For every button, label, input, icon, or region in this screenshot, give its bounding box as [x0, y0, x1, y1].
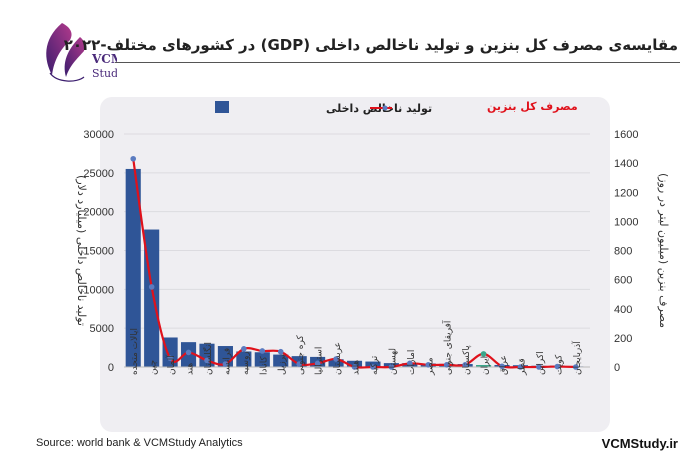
- bar: [328, 359, 344, 367]
- x-tick-label: کانادا: [259, 356, 269, 375]
- line-point: [296, 361, 302, 367]
- page-title: مقایسه‌ی مصرف کل بنزین و تولید ناخالص دا…: [63, 36, 678, 54]
- line-point: [554, 363, 561, 370]
- y-left-tick-label: 25000: [83, 168, 114, 180]
- y-right-tick-label: 1000: [614, 216, 638, 228]
- x-tick-label: آذربایجان: [571, 341, 583, 375]
- x-tick-label: امارات: [407, 350, 417, 375]
- line-point: [370, 364, 376, 370]
- bar: [236, 351, 252, 367]
- line-point: [185, 349, 192, 356]
- line-point: [388, 364, 395, 370]
- bar: [346, 360, 363, 367]
- line-point: [517, 364, 524, 370]
- x-tick-label: ایران: [481, 356, 491, 375]
- series-line-gasoline: [132, 158, 576, 369]
- x-tick-label: برزیل: [278, 354, 288, 375]
- x-tick-label: آفریقای جنوبی: [442, 320, 454, 375]
- line-point: [407, 360, 413, 367]
- site-url[interactable]: VCMStudy.ir: [601, 436, 678, 451]
- line-point: [130, 155, 137, 162]
- line-point: [480, 351, 487, 357]
- x-tick-label: آلمان: [165, 355, 177, 375]
- y-left-tick-label: 30000: [83, 129, 114, 141]
- x-tick-label: روسیه: [241, 351, 251, 375]
- line-point: [425, 362, 432, 368]
- vcmstudy-logo: VCM Study: [22, 15, 125, 85]
- line-point: [204, 357, 210, 364]
- x-tick-label: عربستان: [333, 342, 343, 375]
- bar: [476, 365, 492, 367]
- x-tick-label: مصر: [425, 357, 435, 376]
- x-tick-label: لهستان: [388, 348, 398, 375]
- x-tick-label: ایالات متحده: [130, 328, 140, 375]
- line-point: [167, 355, 173, 362]
- x-tick-label: قطر: [517, 358, 527, 376]
- y-right-tick-label: 1400: [614, 158, 638, 170]
- x-tick-label: پاکستان: [462, 345, 472, 375]
- source-note: Source: world bank & VCMStudy Analytics: [36, 437, 243, 449]
- chart-card: [100, 97, 610, 432]
- line-point: [222, 361, 229, 367]
- x-tick-label: فرانسه: [222, 348, 232, 375]
- y-right-tick-label: 800: [614, 246, 632, 258]
- line-point: [314, 360, 321, 367]
- title-divider: [115, 62, 680, 63]
- legend-swatch-gdp: [215, 101, 229, 113]
- legend-label-gasoline: مصرف کل بنزین: [487, 100, 578, 113]
- line-point: [536, 364, 542, 370]
- y-right-axis-title: مصرف بنزین (میلیون لیتر در روز): [657, 173, 670, 328]
- line-point: [443, 362, 450, 368]
- y-left-tick-label: 15000: [83, 246, 114, 258]
- bar: [125, 168, 141, 367]
- x-tick-label: ترکیه: [370, 355, 380, 375]
- bar: [254, 352, 270, 367]
- x-tick-label: انگلستان: [202, 342, 214, 375]
- legend-marker-gasoline: [382, 105, 388, 111]
- line-point: [333, 356, 339, 362]
- y-left-tick-label: 20000: [83, 207, 114, 219]
- x-tick-label: چین: [149, 360, 159, 375]
- y-right-tick-label: 400: [614, 304, 632, 316]
- svg-text:Study: Study: [92, 67, 117, 80]
- y-left-tick-label: 10000: [83, 284, 114, 296]
- line-point: [572, 364, 579, 370]
- line-point: [259, 348, 266, 354]
- y-left-tick-label: 5000: [90, 323, 114, 335]
- bar: [273, 354, 289, 367]
- bar: [162, 337, 178, 367]
- x-tick-label: هلند: [352, 360, 362, 375]
- x-tick-label: کویت: [554, 354, 564, 375]
- y-right-tick-label: 200: [614, 333, 632, 345]
- y-left-axis-title: تولید ناخالص داخلی (میلیارد دلار): [75, 175, 88, 326]
- x-tick-label: عراق: [499, 355, 509, 375]
- y-left-tick-label: 0: [108, 362, 114, 374]
- line-point: [499, 363, 505, 370]
- x-tick-label: استرالیا: [315, 347, 325, 375]
- line-point: [462, 362, 468, 368]
- y-right-tick-label: 1200: [614, 187, 638, 199]
- y-right-tick-label: 1600: [614, 129, 638, 141]
- y-right-tick-label: 600: [614, 275, 632, 287]
- x-tick-label: کره جنوبی: [296, 335, 306, 375]
- line-point: [277, 348, 284, 355]
- line-point: [148, 284, 155, 290]
- x-tick-label: هند: [186, 363, 196, 375]
- x-tick-label: اکراین: [536, 351, 546, 375]
- y-right-tick-label: 0: [614, 362, 620, 374]
- line-point: [241, 345, 247, 352]
- line-point: [351, 364, 358, 370]
